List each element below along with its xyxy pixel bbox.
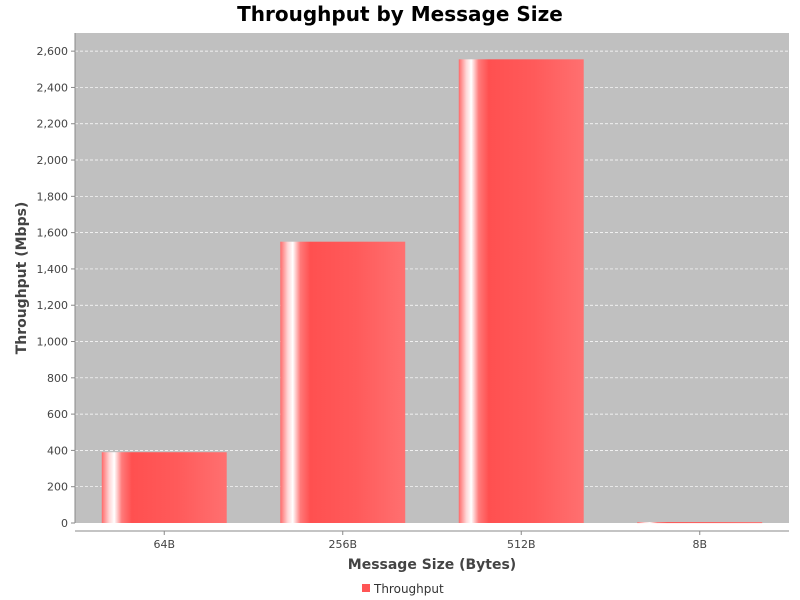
bars	[101, 59, 763, 524]
y-tick-label: 600	[47, 408, 68, 421]
x-tick-label: 8B	[692, 538, 707, 551]
y-tick-label: 200	[47, 481, 68, 494]
legend-swatch	[362, 584, 370, 592]
y-tick-label: 1,200	[37, 299, 69, 312]
y-tick-label: 1,600	[37, 227, 69, 240]
y-tick-label: 2,000	[37, 154, 69, 167]
chart-title: Throughput by Message Size	[237, 2, 563, 26]
bar	[280, 241, 406, 523]
bar	[458, 59, 584, 523]
bar	[637, 522, 763, 524]
legend-label: Throughput	[373, 582, 444, 596]
x-axis-ticks: 64B 256B 512B 8B	[153, 531, 707, 551]
x-tick-label: 64B	[153, 538, 175, 551]
y-tick-label: 2,600	[37, 45, 69, 58]
y-tick-label: 1,800	[37, 190, 69, 203]
y-tick-label: 1,000	[37, 336, 69, 349]
y-axis-ticks: 0 200 400 600 800 1,000 1,200 1,400 1,600 1,800 2,…	[37, 45, 75, 530]
legend: Throughput	[362, 582, 444, 596]
bar	[101, 452, 227, 523]
y-tick-label: 400	[47, 444, 68, 457]
gridlines	[75, 50, 789, 488]
x-axis-label: Message Size (Bytes)	[348, 557, 516, 573]
plot-area	[75, 33, 789, 523]
x-tick-label: 256B	[328, 538, 357, 551]
y-tick-label: 2,400	[37, 81, 69, 94]
y-axis-label: Throughput (Mbps)	[14, 202, 30, 355]
x-tick-label: 512B	[507, 538, 536, 551]
y-tick-label: 2,200	[37, 118, 69, 131]
y-tick-label: 800	[47, 372, 68, 385]
y-tick-label: 0	[61, 517, 68, 530]
y-tick-label: 1,400	[37, 263, 69, 276]
